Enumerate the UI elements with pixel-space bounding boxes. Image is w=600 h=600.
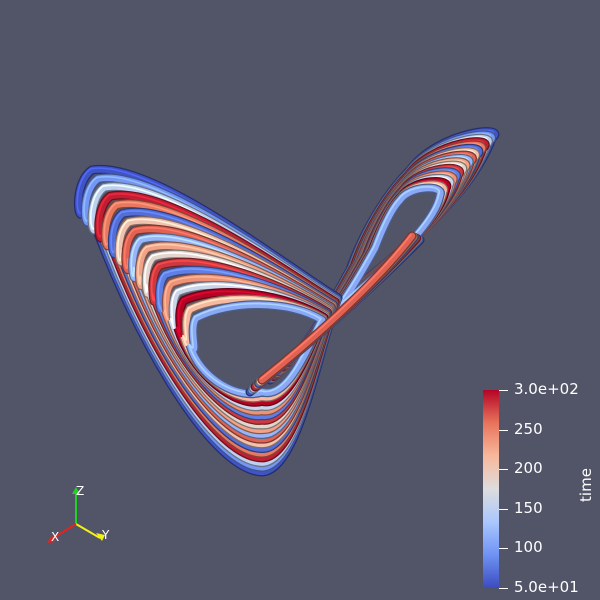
color-legend-tick [499,390,508,391]
color-legend-tick-label: 250 [514,420,543,438]
y-axis-arrow-icon [96,533,105,541]
color-legend-tick [499,469,508,470]
z-axis-arrow-icon [72,487,80,494]
color-legend-tick [499,548,508,549]
trajectory-loop-left [185,300,327,399]
x-axis-arrow-icon [47,535,55,543]
color-legend-tick-label: 5.0e+01 [514,578,579,596]
color-legend-tick [499,588,508,589]
x-axis-label: X [51,530,60,544]
y-axis-line [75,523,101,539]
color-legend-title: time [577,468,595,502]
color-legend-tick [499,509,508,510]
color-legend-tick-label: 3.0e+02 [514,380,579,398]
z-axis-label: Z [76,484,85,498]
color-legend-tick [499,430,508,431]
color-legend-tick-label: 150 [514,499,543,517]
orientation-axes [47,487,105,543]
y-axis-label: Y [102,528,110,542]
color-legend-tick-label: 100 [514,538,543,556]
trajectory-crossing-strand [257,231,417,385]
color-legend-tick-label: 200 [514,459,543,477]
color-legend-bar [483,390,499,588]
trajectory-group [74,127,500,477]
x-axis-line [49,523,77,541]
